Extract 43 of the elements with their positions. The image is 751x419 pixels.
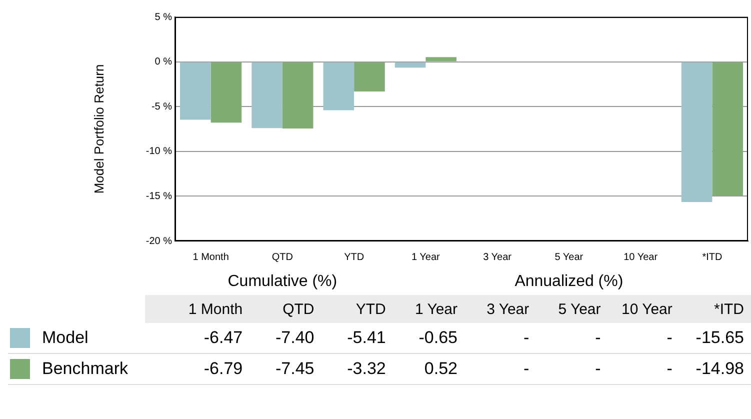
category-label: *ITD bbox=[714, 300, 744, 318]
data-label: 0.52 bbox=[423, 359, 458, 379]
x-tick-label: 3 Year bbox=[483, 252, 512, 263]
text: Annualized (%) bbox=[514, 273, 624, 291]
data-label: -6.47 bbox=[202, 328, 244, 348]
data-label: -3.32 bbox=[346, 359, 387, 379]
data-label: -7.45 bbox=[274, 359, 316, 379]
category-label: 5 Year bbox=[558, 300, 601, 318]
category-label: 3 Year bbox=[486, 300, 530, 318]
data-label: -15.65 bbox=[694, 328, 745, 348]
data-label: -6.79 bbox=[202, 359, 244, 379]
x-tick-label: 1 Month bbox=[192, 252, 229, 263]
x-tick-label: YTD bbox=[344, 252, 364, 263]
category-label: 1 Year bbox=[414, 300, 458, 318]
category-label: 1 Month bbox=[188, 300, 243, 318]
x-tick-label: 1 Year bbox=[412, 252, 441, 263]
category-label: QTD bbox=[282, 300, 314, 318]
x-tick-label: 5 Year bbox=[554, 252, 584, 263]
x-tick-label: 10 Year bbox=[624, 252, 658, 263]
y-tick-label: -20 % bbox=[146, 236, 172, 247]
legend-label: Model bbox=[42, 328, 88, 348]
y-tick-label: -15 % bbox=[146, 190, 172, 202]
text: - bbox=[595, 359, 601, 378]
text: - bbox=[666, 328, 672, 347]
data-label: -7.40 bbox=[274, 328, 316, 348]
category-label: YTD bbox=[356, 300, 386, 318]
data-label: -14.98 bbox=[694, 359, 745, 379]
y-tick-label: 5 % bbox=[154, 12, 172, 23]
y-tick-label: 0 % bbox=[154, 56, 172, 68]
x-tick-label: QTD bbox=[272, 252, 293, 263]
text: - bbox=[666, 359, 672, 378]
data-label: -5.41 bbox=[346, 328, 387, 348]
y-tick-label: -10 % bbox=[146, 146, 172, 158]
text: Cumulative (%) bbox=[226, 273, 338, 291]
legend-label: Benchmark bbox=[42, 359, 128, 379]
x-tick-label: *ITD bbox=[702, 252, 722, 263]
category-label: 10 Year bbox=[621, 300, 672, 318]
y-tick-label: -5 % bbox=[151, 101, 172, 112]
data-label: -0.65 bbox=[418, 328, 458, 348]
y-axis-title: Model Portfolio Return bbox=[91, 64, 106, 194]
text: - bbox=[523, 359, 530, 378]
text: - bbox=[595, 328, 601, 347]
text: - bbox=[523, 328, 530, 347]
